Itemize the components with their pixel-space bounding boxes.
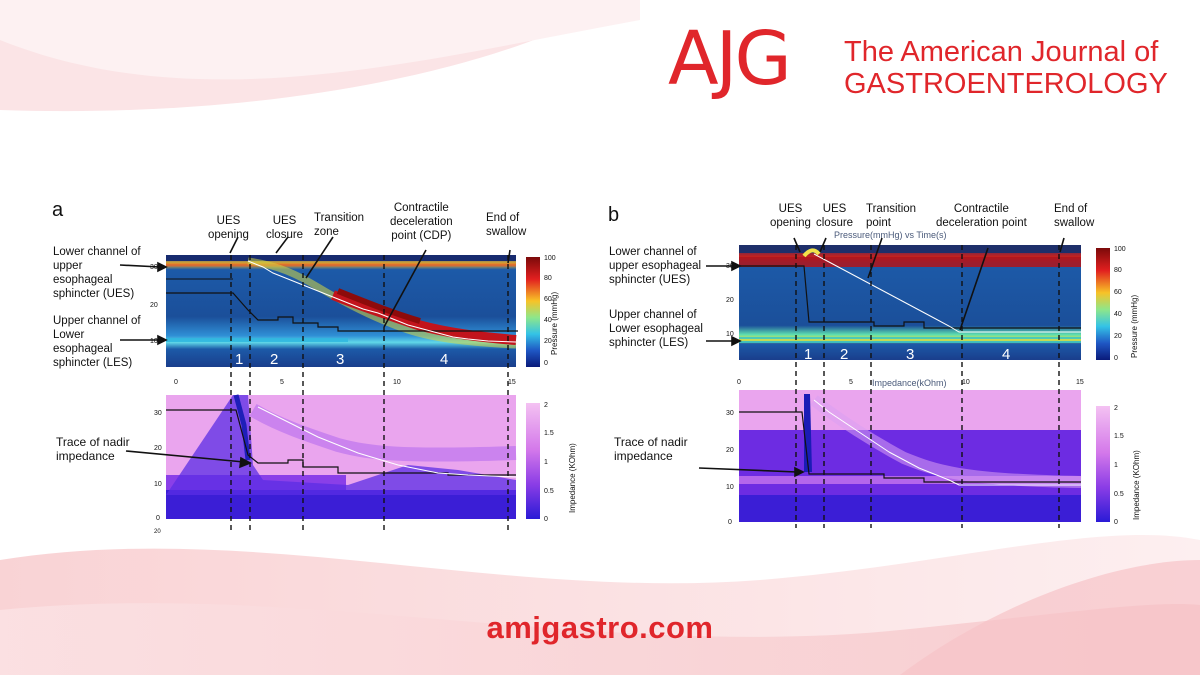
time-tick-5: 5 [849, 379, 853, 386]
impedance-y-tick-10: 10 [726, 484, 734, 491]
pressure-scale-label: Pressure (mmHg) [1130, 294, 1139, 358]
label-ues-opening: UES opening [208, 215, 249, 241]
figure-panel-a: a [48, 195, 588, 545]
time-tick-0: 0 [737, 379, 741, 386]
panel-a-figure [119, 236, 540, 530]
pressure-scale-tick: 0 [1114, 355, 1118, 362]
impedance-scale-tick: 1.5 [1114, 433, 1124, 440]
time-tick-10: 10 [962, 379, 970, 386]
time-tick-15: 15 [1076, 379, 1084, 386]
impedance-scale-tick: 0 [1114, 519, 1118, 526]
pressure-y-tick-20: 20 [150, 302, 158, 309]
label-ues-closure: UES closure [266, 215, 304, 241]
impedance-scale-tick: 0 [544, 516, 548, 523]
impedance-scale-tick: 0.5 [1114, 491, 1124, 498]
time-tick-10: 10 [393, 379, 401, 386]
label-nadir-impedance: Trace of nadir impedance [614, 435, 688, 463]
impedance-scale-tick: 1 [544, 459, 548, 466]
impedance-y-tick-30: 30 [154, 410, 162, 417]
phase-label-2: 2 [840, 346, 849, 363]
panel-b-figure [698, 237, 1110, 528]
pressure-scale-tick: 0 [544, 360, 548, 367]
label-lower-channel-ues: Lower channel of upper esophageal sphinc… [53, 246, 141, 300]
pressure-scale-tick: 80 [1114, 267, 1122, 274]
impedance-y-tick-0: 0 [728, 519, 732, 526]
impedance-scale-tick: 0.5 [544, 488, 554, 495]
label-upper-channel-les: Upper channel of Lower esophageal sphinc… [53, 315, 141, 369]
impedance-extra-tick: 20 [154, 529, 161, 535]
impedance-y-tick-30: 30 [726, 410, 734, 417]
pressure-y-tick-10: 10 [726, 331, 734, 338]
impedance-scale-label: Impedance (KOhm) [568, 443, 577, 513]
pressure-scale-tick: 20 [1114, 333, 1122, 340]
time-tick-15: 15 [508, 379, 516, 386]
phase-label-2: 2 [270, 351, 279, 368]
pressure-scale-tick: 100 [544, 255, 556, 262]
logo-mark: AJG [668, 16, 792, 102]
pressure-y-tick-30: 30 [150, 264, 158, 271]
phase-label-3: 3 [906, 346, 915, 363]
time-tick-0: 0 [174, 379, 178, 386]
impedance-y-tick-10: 10 [154, 481, 162, 488]
label-upper-channel-les: Upper channel of Lower esophageal sphinc… [609, 309, 703, 349]
label-cdp: Contractile deceleration point [936, 203, 1027, 229]
label-end-of-swallow: End of swallow [486, 212, 527, 238]
impedance-y-tick-0: 0 [156, 515, 160, 522]
pressure-y-tick-10: 10 [150, 338, 158, 345]
label-cdp: Contractile deceleration point (CDP) [390, 202, 453, 242]
pressure-scale-label: Pressure (mmHg) [550, 291, 559, 355]
pressure-scale-tick: 20 [544, 338, 552, 345]
impedance-y-tick-20: 20 [726, 447, 734, 454]
pressure-scale-tick: 60 [544, 296, 552, 303]
phase-label-1: 1 [804, 346, 813, 363]
time-tick-5: 5 [280, 379, 284, 386]
impedance-scale-tick: 2 [544, 402, 548, 409]
pressure-scale-tick: 40 [544, 317, 552, 324]
impedance-scale-tick: 1.5 [544, 430, 554, 437]
website-url: amjgastro.com [486, 610, 714, 645]
label-nadir-impedance: Trace of nadir impedance [56, 435, 130, 463]
panel-a-letter: a [52, 199, 64, 221]
phase-label-1: 1 [235, 351, 244, 368]
label-transition-point: Transition point [866, 203, 917, 229]
label-ues-opening: UES opening [770, 203, 811, 229]
label-transition-zone: Transition zone [314, 212, 365, 238]
pressure-y-tick-20: 20 [726, 297, 734, 304]
phase-label-4: 4 [440, 351, 449, 368]
impedance-plot-title: Impedance(kOhm) [872, 378, 947, 388]
pressure-scale-tick: 100 [1114, 246, 1126, 253]
impedance-scale-label: Impedance (KOhm) [1132, 450, 1141, 520]
pressure-plot-title: Pressure(mmHg) vs Time(s) [834, 230, 947, 240]
impedance-y-tick-20: 20 [154, 445, 162, 452]
label-ues-closure: UES closure [816, 203, 854, 229]
figure-panel-b: b [604, 190, 1144, 540]
journal-title: The American Journal of GASTROENTEROLOGY [844, 36, 1168, 100]
phase-label-4: 4 [1002, 346, 1011, 363]
journal-title-line2: GASTROENTEROLOGY [844, 68, 1168, 100]
phase-label-3: 3 [336, 351, 345, 368]
pressure-scale-tick: 80 [544, 275, 552, 282]
label-lower-channel-ues: Lower channel of upper esophageal sphinc… [609, 246, 702, 286]
pressure-scale-tick: 40 [1114, 311, 1122, 318]
journal-title-line1: The American Journal of [844, 36, 1159, 68]
pressure-scale-tick: 60 [1114, 289, 1122, 296]
pressure-y-tick-30: 30 [726, 263, 734, 270]
panel-b-letter: b [608, 204, 620, 226]
label-end-of-swallow: End of swallow [1054, 203, 1095, 229]
impedance-scale-tick: 2 [1114, 405, 1118, 412]
impedance-scale-tick: 1 [1114, 462, 1118, 469]
